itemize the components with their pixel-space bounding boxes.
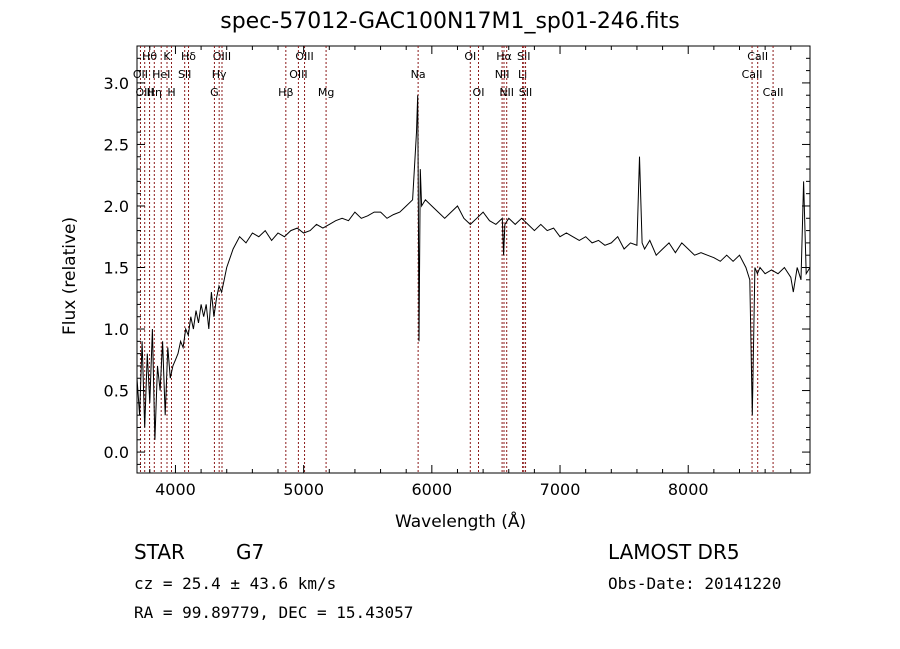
marker-label: OIII xyxy=(135,86,153,99)
marker-label: CaII xyxy=(747,50,768,63)
marker-label: K xyxy=(163,50,171,63)
marker-label: SII xyxy=(178,68,191,81)
x-tick-label: 8000 xyxy=(668,480,709,499)
marker-label: Hθ xyxy=(142,50,157,63)
x-tick-label: 7000 xyxy=(540,480,581,499)
y-tick-label: 1.5 xyxy=(104,258,129,277)
marker-label: Hγ xyxy=(212,68,227,81)
survey-name: LAMOST DR5 xyxy=(608,540,740,564)
marker-label: Hβ xyxy=(278,86,293,99)
x-tick-label: 4000 xyxy=(155,480,196,499)
marker-label: SII xyxy=(517,50,530,63)
y-tick-label: 0.0 xyxy=(104,443,129,462)
object-class: STAR xyxy=(134,540,185,564)
marker-label: OII xyxy=(133,68,148,81)
marker-label: Hη xyxy=(147,86,162,99)
marker-label: OIII xyxy=(213,50,231,63)
marker-label: Li xyxy=(518,68,527,81)
object-subclass: G7 xyxy=(236,540,265,564)
redshift-cz: cz = 25.4 ± 43.6 km/s xyxy=(134,574,337,593)
y-axis-label: Flux (relative) xyxy=(60,216,80,335)
x-tick-label: 6000 xyxy=(411,480,452,499)
marker-label: NII xyxy=(495,68,510,81)
marker-label: NII xyxy=(499,86,514,99)
marker-label: G xyxy=(210,86,219,99)
marker-label: CaII xyxy=(742,68,763,81)
x-tick-label: 5000 xyxy=(283,480,324,499)
y-tick-label: 2.0 xyxy=(104,197,129,216)
marker-label: Hδ xyxy=(181,50,196,63)
marker-label: H xyxy=(167,86,175,99)
coordinates: RA = 99.89779, DEC = 15.43057 xyxy=(134,603,414,622)
marker-label: Na xyxy=(411,68,426,81)
y-tick-label: 0.5 xyxy=(104,382,129,401)
marker-label: OI xyxy=(464,50,476,63)
marker-label: Hα xyxy=(496,50,512,63)
marker-label: Mg xyxy=(318,86,334,99)
axis-ticks: 4000 5000 6000 7000 8000 0.0 0.5 1.0 1.5 2.0 2.5 3.… xyxy=(104,46,810,499)
plot-frame xyxy=(136,45,811,474)
marker-label: HeI xyxy=(152,68,170,81)
y-tick-label: 2.5 xyxy=(104,135,129,154)
marker-label: OI xyxy=(473,86,485,99)
x-axis-label: Wavelength (Å) xyxy=(395,512,527,532)
spectrum-line xyxy=(136,95,811,440)
marker-label: OIII xyxy=(289,68,307,81)
chart-title: spec-57012-GAC100N17M1_sp01-246.fits xyxy=(220,9,680,34)
y-tick-label: 1.0 xyxy=(104,320,129,339)
obs-date: Obs-Date: 20141220 xyxy=(608,574,782,593)
marker-label: CaII xyxy=(763,86,784,99)
marker-label: SII xyxy=(519,86,532,99)
y-tick-label: 3.0 xyxy=(104,74,129,93)
marker-label: OIII xyxy=(295,50,313,63)
